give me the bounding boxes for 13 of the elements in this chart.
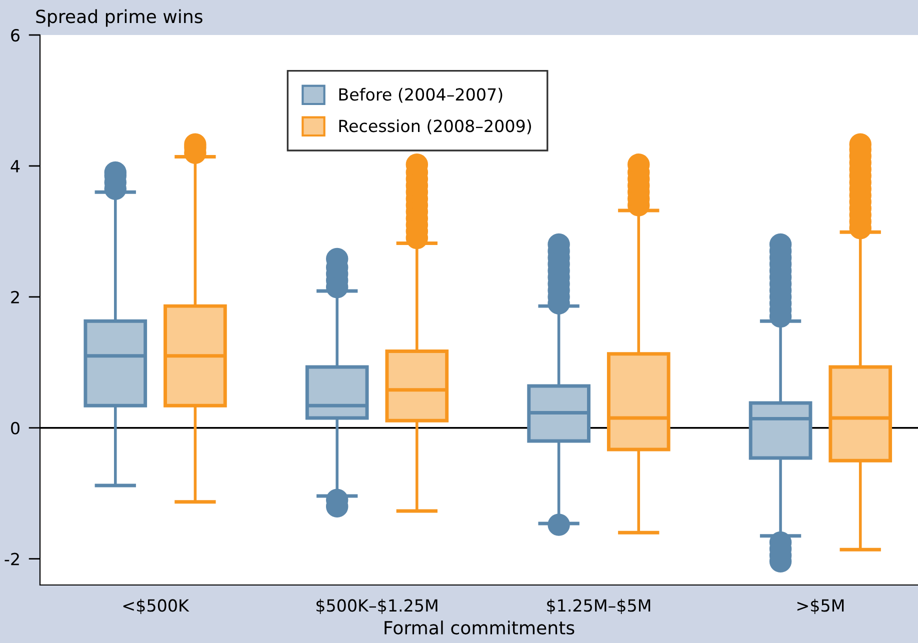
- x-tick-label: $1.25M–$5M: [547, 598, 650, 614]
- x-tick-label: >$5M: [797, 598, 844, 614]
- legend-label: Recession (2008–2009): [339, 119, 531, 134]
- x-tick-label: $500K–$1.25M: [316, 598, 438, 614]
- y-tick-label: 0: [11, 422, 20, 434]
- y-tick-label: 2: [11, 290, 19, 304]
- y-axis-title: Spread prime wins: [36, 9, 202, 27]
- y-tick-label: 4: [10, 160, 20, 172]
- y-tick-label: -2: [4, 552, 19, 566]
- x-axis-title: Formal commitments: [384, 620, 574, 635]
- legend-label: Before (2004–2007): [339, 88, 502, 103]
- x-tick-label: <$500K: [123, 598, 190, 614]
- y-tick-label: 6: [11, 28, 20, 42]
